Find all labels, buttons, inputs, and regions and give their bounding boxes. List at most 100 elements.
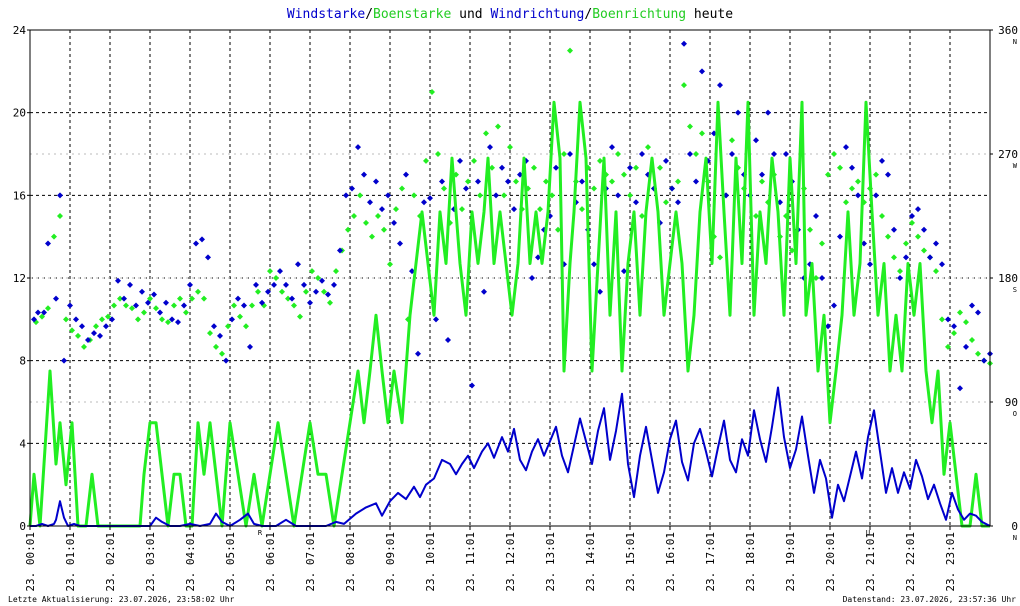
x-tick-label: 23. 02:01 (104, 532, 117, 592)
gust-dir-point (351, 213, 357, 219)
wind-dir-point (463, 185, 469, 192)
wind-dir-point (301, 281, 307, 288)
wind-dir-point (427, 195, 433, 202)
gust-dir-point (657, 164, 663, 171)
footer-left: Letzte Aktualisierung: 23.07.2026, 23:58… (8, 595, 235, 604)
wind-dir-point (487, 144, 493, 151)
gust-dir-point (273, 275, 279, 281)
gust-dir-point (969, 337, 975, 343)
wind-dir-point (163, 299, 169, 306)
wind-dir-point (217, 332, 223, 339)
gust-dir-point (471, 157, 477, 164)
gust-dir-point (375, 213, 381, 219)
wind-dir-point (421, 199, 427, 206)
y-right-tick-label: 90 (1005, 396, 1018, 409)
x-tick-label: 23. 11:01 (464, 532, 477, 592)
gust-dir-point (543, 178, 549, 185)
wind-dir-point (753, 137, 759, 144)
gust-dir-point (219, 350, 225, 357)
gust-dir-point (171, 302, 177, 309)
wind-speed-line (30, 386, 991, 527)
gust-dir-point (231, 302, 237, 309)
gust-dir-point (39, 313, 45, 320)
wind-dir-point (505, 178, 511, 185)
wind-dir-point (97, 332, 103, 339)
gust-dir-point (627, 192, 633, 199)
gust-dir-point (477, 192, 483, 199)
gust-dir-point (945, 343, 951, 350)
gust-dir-point (819, 240, 825, 247)
gust-dir-point (489, 164, 495, 171)
wind-dir-point (597, 288, 603, 295)
wind-dir-point (963, 343, 969, 350)
wind-dir-point (951, 323, 957, 330)
wind-dir-point (567, 151, 573, 157)
wind-dir-point (61, 357, 67, 364)
wind-dir-point (403, 171, 409, 178)
gust-dir-point (99, 316, 105, 323)
title-part-7: heute (686, 7, 733, 22)
wind-dir-point (765, 109, 771, 116)
wind-dir-point (885, 171, 891, 178)
wind-dir-point (475, 178, 481, 185)
wind-dir-point (457, 157, 463, 164)
gust-dir-point (309, 268, 315, 275)
gust-dir-point (249, 302, 255, 309)
gust-dir-point (507, 144, 513, 151)
wind-dir-point (873, 192, 879, 199)
gust-dir-point (123, 302, 129, 309)
x-tick-label: 23. 22:01 (904, 532, 917, 592)
gust-dir-point (135, 316, 141, 323)
wind-dir-point (909, 213, 915, 219)
y-right-direction-letter: N (1013, 38, 1017, 46)
gust-dir-point (333, 268, 339, 275)
gust-dir-point (879, 213, 885, 219)
wind-dir-point (813, 213, 819, 219)
wind-dir-point (693, 178, 699, 185)
gust-dir-point (423, 157, 429, 164)
wind-dir-point (729, 151, 735, 157)
y-right-tick-label: 270 (998, 148, 1018, 161)
gust-dir-point (789, 247, 795, 254)
wind-dir-point (717, 82, 723, 89)
x-tick-label: 23. 10:01 (424, 532, 437, 592)
gust-dir-point (729, 137, 735, 144)
gust-dir-point (177, 295, 183, 302)
gust-dir-point (153, 305, 159, 312)
gust-dir-point (621, 171, 627, 178)
gust-dir-point (843, 199, 849, 206)
wind-dir-point (241, 302, 247, 309)
wind-dir-point (469, 382, 475, 389)
gust-dir-point (567, 47, 573, 54)
gust-dir-point (753, 213, 759, 219)
wind-dir-point (849, 164, 855, 171)
gust-dir-point (369, 233, 375, 240)
gust-dir-point (921, 247, 927, 254)
x-tick-label: 23. 06:01 (264, 532, 277, 592)
gust-dir-point (609, 178, 615, 185)
gust-dir-point (849, 185, 855, 192)
x-tick-label: 23. 09:01 (384, 532, 397, 592)
speed-lines (28, 100, 991, 528)
gust-dir-point (759, 178, 765, 185)
x-tick-label: 23. 15:01 (624, 532, 637, 592)
wind-dir-point (837, 233, 843, 240)
wind-dir-point (223, 357, 229, 364)
y-right-tick-label: 360 (998, 24, 1018, 37)
gust-dir-point (321, 288, 327, 295)
wind-dir-point (759, 171, 765, 178)
wind-dir-point (903, 254, 909, 261)
y-right-tick-label: 180 (998, 272, 1018, 285)
marker-label: R (258, 529, 263, 537)
wind-dir-point (91, 330, 97, 337)
wind-dir-point (621, 268, 627, 275)
wind-dir-point (349, 185, 355, 192)
gust-dir-point (675, 178, 681, 185)
gust-dir-point (561, 151, 567, 157)
wind-dir-point (205, 254, 211, 261)
title-part-6: Boenrichtung (592, 7, 686, 22)
gust-dir-point (411, 192, 417, 199)
gust-dir-point (555, 226, 561, 233)
wind-dir-point (499, 164, 505, 171)
